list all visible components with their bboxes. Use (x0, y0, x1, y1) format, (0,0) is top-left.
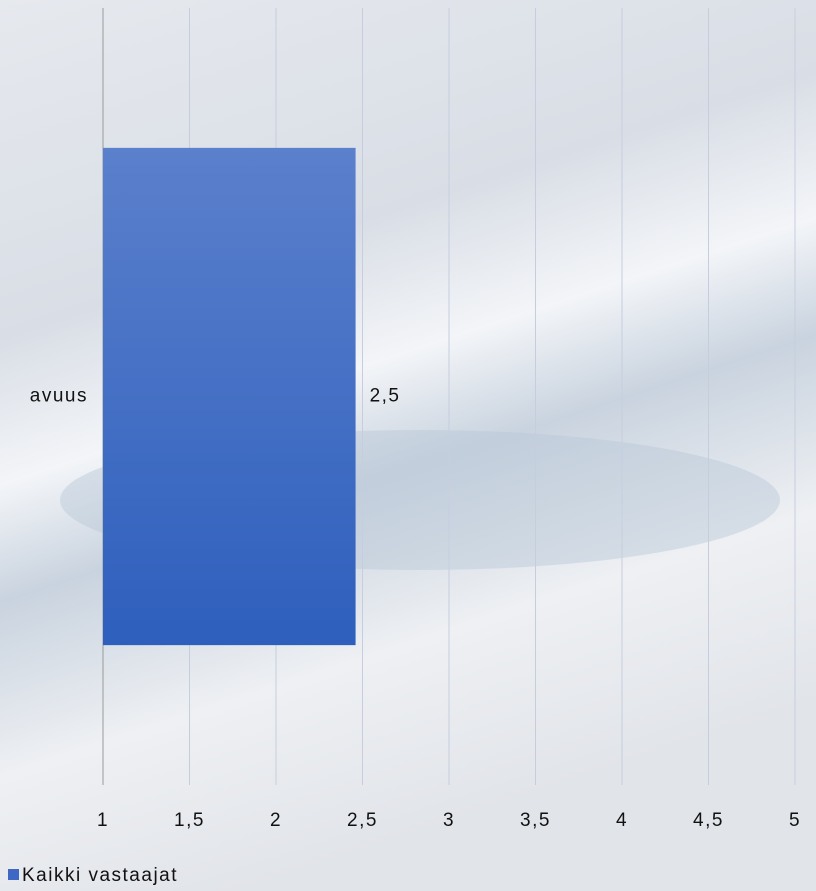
x-tick-label: 3 (443, 810, 455, 831)
legend-label: Kaikki vastaajat (22, 865, 178, 886)
x-tick-label: 1,5 (174, 810, 205, 831)
data-label: 2,5 (370, 386, 401, 407)
bar (103, 147, 356, 646)
x-tick-label: 2 (270, 810, 282, 831)
legend-swatch (8, 869, 19, 880)
x-tick-label: 1 (97, 810, 109, 831)
x-tick-label: 4 (616, 810, 628, 831)
y-tick-label: avuus (30, 386, 88, 407)
x-tick-label: 3,5 (520, 810, 551, 831)
x-tick-label: 4,5 (693, 810, 724, 831)
x-tick-label: 2,5 (347, 810, 378, 831)
x-tick-label: 5 (789, 810, 801, 831)
